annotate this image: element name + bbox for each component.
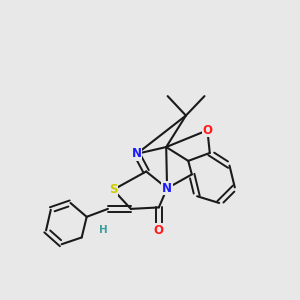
Text: O: O [202,124,212,137]
Text: H: H [99,225,108,236]
Text: O: O [154,224,164,237]
Text: N: N [162,182,172,195]
Text: N: N [132,147,142,160]
Text: S: S [109,183,117,196]
